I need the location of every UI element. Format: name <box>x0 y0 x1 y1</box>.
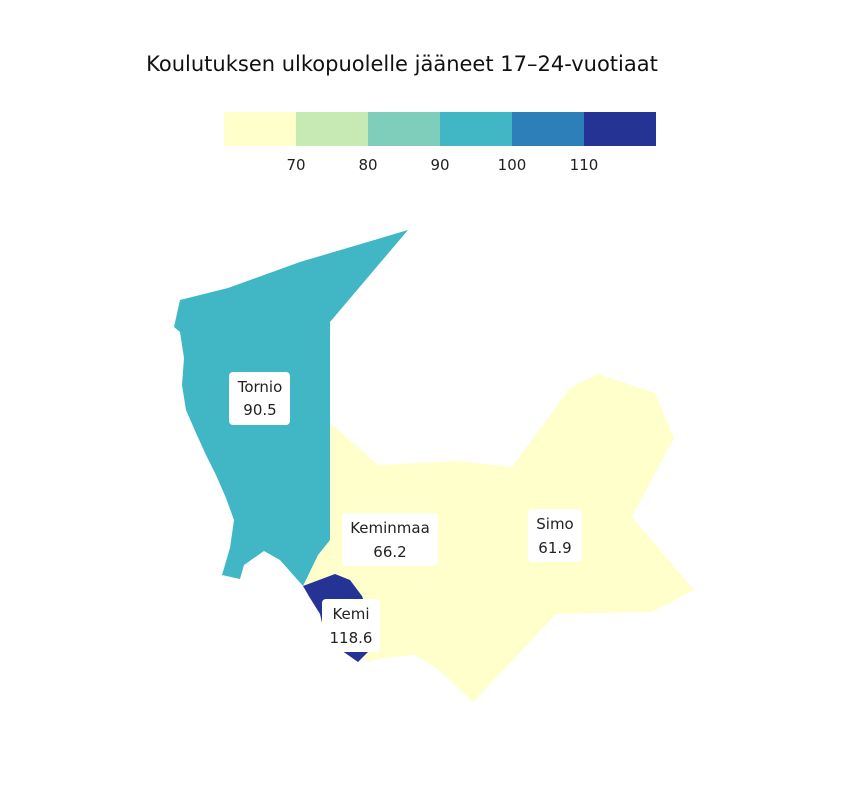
legend-tick-80: 80 <box>358 156 377 174</box>
label-kemi-name: Kemi <box>332 605 369 623</box>
legend-swatch-2 <box>368 112 440 146</box>
legend-swatch-3 <box>440 112 512 146</box>
label-tornio-value: 90.5 <box>243 401 276 419</box>
legend-swatch-1 <box>296 112 368 146</box>
label-simo-name: Simo <box>536 515 573 533</box>
legend-swatch-5 <box>584 112 656 146</box>
label-kemi: Kemi 118.6 <box>322 599 380 652</box>
legend-tick-110: 110 <box>570 156 599 174</box>
color-legend: 70 80 90 100 110 <box>224 112 656 174</box>
label-tornio-name: Tornio <box>237 378 283 396</box>
region-tornio[interactable] <box>174 230 408 586</box>
label-tornio: Tornio 90.5 <box>229 372 290 425</box>
legend-swatch-4 <box>512 112 584 146</box>
legend-tick-70: 70 <box>286 156 305 174</box>
label-simo: Simo 61.9 <box>528 509 582 562</box>
map-title: Koulutuksen ulkopuolelle jääneet 17–24-v… <box>146 52 658 76</box>
label-simo-value: 61.9 <box>538 539 571 557</box>
legend-swatch-0 <box>224 112 296 146</box>
label-kemi-value: 118.6 <box>330 629 373 647</box>
label-keminmaa-name: Keminmaa <box>350 519 430 537</box>
legend-tick-100: 100 <box>498 156 527 174</box>
label-keminmaa: Keminmaa 66.2 <box>342 513 438 566</box>
label-keminmaa-value: 66.2 <box>373 543 406 561</box>
legend-tick-90: 90 <box>430 156 449 174</box>
